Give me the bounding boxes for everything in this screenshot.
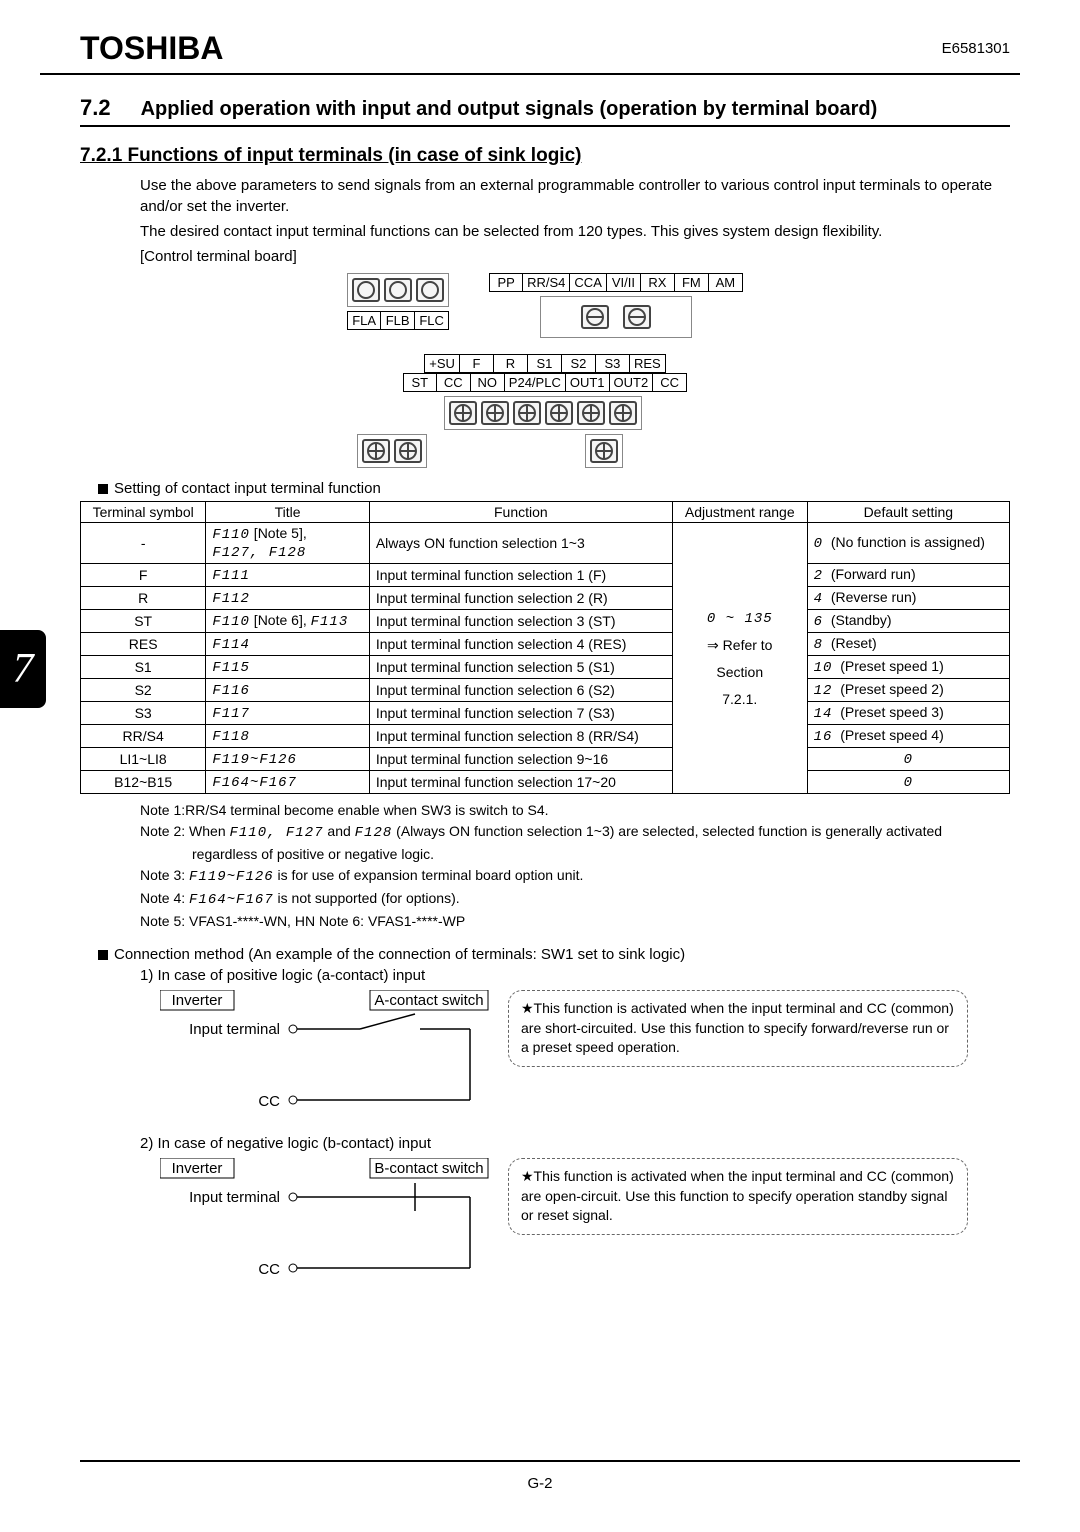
terminal-cell: S3 [596,354,630,373]
paragraph-3: [Control terminal board] [80,246,1010,267]
terminal-cell: RES [630,354,666,373]
svg-text:CC: CC [258,1093,280,1110]
params-table: Terminal symbolTitleFunctionAdjustment r… [80,501,1010,794]
column-header: Title [206,502,370,523]
note-3: Note 3: F119~F126 is for use of expansio… [140,865,1010,888]
svg-text:CC: CC [258,1261,280,1278]
table-row: S2F116Input terminal function selection … [81,679,1010,702]
table-row: S1F115Input terminal function selection … [81,656,1010,679]
column-header: Function [369,502,672,523]
svg-text:A-contact switch: A-contact switch [374,992,483,1009]
section-number: 7.2 [80,95,111,121]
terminal-cell: RX [641,273,675,292]
footer-line [80,1460,1020,1462]
svg-text:Input terminal: Input terminal [189,1189,280,1206]
table-row: RF112Input terminal function selection 2… [81,587,1010,610]
column-header: Adjustment range [672,502,807,523]
table-row: LI1~LI8F119~F126Input terminal function … [81,748,1010,771]
terminal-cell: CC [437,373,471,392]
terminal-cell: FLC [415,311,449,330]
connection-diagram-1: Inverter A-contact switch Input terminal… [160,990,1010,1125]
table-row: FF111Input terminal function selection 1… [81,564,1010,587]
note-1: Note 1:RR/S4 terminal become enable when… [140,800,1010,821]
terminal-cell: CCA [570,273,606,292]
table-heading-text: Setting of contact input terminal functi… [114,480,381,497]
terminal-cell: FLA [347,311,381,330]
page-number: G-2 [0,1475,1080,1492]
terminal-cell: F [460,354,494,373]
svg-text:B-contact switch: B-contact switch [374,1160,483,1177]
paragraph-1: Use the above parameters to send signals… [80,175,1010,217]
paragraph-2: The desired contact input terminal funct… [80,221,1010,242]
terminal-cell: VI/II [607,273,641,292]
terminal-cell: RR/S4 [523,273,570,292]
terminal-cell: S2 [562,354,596,373]
terminal-cell: PP [489,273,523,292]
table-row: RESF114Input terminal function selection… [81,633,1010,656]
table-row: S3F117Input terminal function selection … [81,702,1010,725]
case-1-label: 1) In case of positive logic (a-contact)… [140,967,1010,984]
table-row: -F110 [Note 5],F127, F128Always ON funct… [81,523,1010,564]
column-header: Default setting [807,502,1009,523]
terminal-cell: OUT1 [566,373,610,392]
subsection-title: 7.2.1 Functions of input terminals (in c… [80,145,1010,167]
terminal-cell: ST [403,373,437,392]
doc-number: E6581301 [942,40,1010,57]
terminal-cell: FM [675,273,709,292]
hint-1: ★This function is activated when the inp… [508,990,968,1067]
svg-text:Input terminal: Input terminal [189,1021,280,1038]
terminal-cell: +SU [424,354,460,373]
terminal-cell: OUT2 [610,373,654,392]
column-header: Terminal symbol [81,502,206,523]
terminal-cell: R [494,354,528,373]
terminal-cell: S1 [528,354,562,373]
terminal-cell: P24/PLC [505,373,566,392]
svg-text:Inverter: Inverter [172,1160,223,1177]
connection-diagram-2: Inverter B-contact switch Input terminal… [160,1158,1010,1293]
terminal-cell: CC [653,373,687,392]
table-heading: Setting of contact input terminal functi… [98,480,1010,497]
connection-heading: Connection method (An example of the con… [98,946,1010,963]
chapter-tab: 7 [0,630,46,708]
svg-text:Inverter: Inverter [172,992,223,1009]
page-content: 7.2 Applied operation with input and out… [40,75,1020,1293]
hint-2: ★This function is activated when the inp… [508,1158,968,1235]
table-row: RR/S4F118Input terminal function selecti… [81,725,1010,748]
terminal-diagram: FLAFLBFLC PPRR/S4CCAVI/IIRXFMAM +SUFRS1S… [80,273,1010,470]
brand-logo: TOSHIBA [80,30,223,67]
note-4: Note 4: F164~F167 is not supported (for … [140,888,1010,911]
section-heading: 7.2 Applied operation with input and out… [80,95,1010,127]
table-row: B12~B15F164~F167Input terminal function … [81,771,1010,794]
table-row: STF110 [Note 6], F113Input terminal func… [81,610,1010,633]
terminal-cell: FLB [381,311,415,330]
page-header: TOSHIBA E6581301 [40,30,1020,75]
note-5: Note 5: VFAS1-****-WN, HN Note 6: VFAS1-… [140,911,1010,932]
case-2-label: 2) In case of negative logic (b-contact)… [140,1135,1010,1152]
section-title: Applied operation with input and output … [141,98,878,121]
notes-block: Note 1:RR/S4 terminal become enable when… [80,800,1010,932]
note-2: Note 2: When F110, F127 and F128 (Always… [140,821,1010,865]
terminal-cell: AM [709,273,743,292]
terminal-cell: NO [471,373,505,392]
